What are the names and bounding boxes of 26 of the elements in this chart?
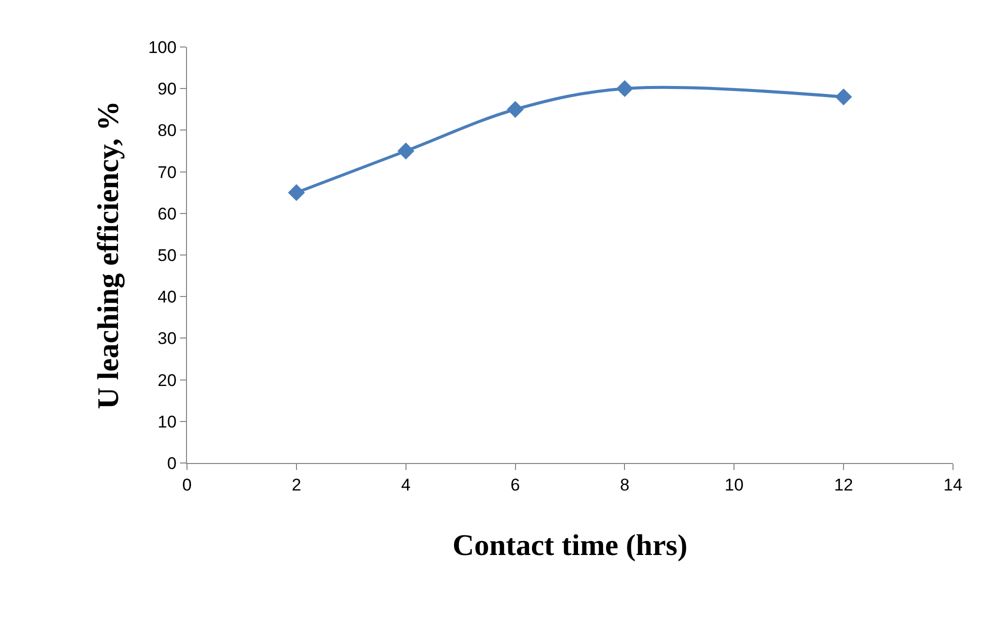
x-tick-label: 2 — [292, 475, 302, 494]
y-tick-label: 60 — [158, 204, 177, 224]
y-tick-label: 10 — [158, 412, 177, 432]
x-axis-title: Contact time (hrs) — [452, 528, 688, 562]
x-tick-label: 14 — [944, 475, 962, 494]
y-tick-label: 70 — [158, 162, 177, 182]
y-tick-label: 40 — [158, 288, 177, 307]
y-tick-label: 20 — [158, 370, 177, 390]
y-tick-label: 90 — [158, 80, 177, 99]
x-tick-label: 4 — [401, 475, 411, 494]
point — [835, 88, 852, 106]
x-tick-label: 8 — [620, 475, 630, 494]
y-tick-label: 80 — [158, 121, 177, 140]
x-tick-label: 6 — [510, 475, 520, 494]
x-tick-label: 12 — [834, 475, 854, 494]
x-tick-label: 0 — [182, 475, 192, 494]
y-axis-title: U leaching efficiency, % — [92, 100, 126, 410]
y-tick-label: 0 — [167, 454, 177, 473]
point — [397, 142, 414, 160]
point — [616, 80, 634, 98]
y-tick-label: 50 — [158, 246, 177, 265]
y-tick-label: 100 — [148, 38, 177, 57]
y-tick-label: 30 — [158, 329, 177, 348]
point — [506, 100, 524, 118]
x-tick-label: 10 — [724, 475, 744, 494]
point — [288, 184, 305, 202]
